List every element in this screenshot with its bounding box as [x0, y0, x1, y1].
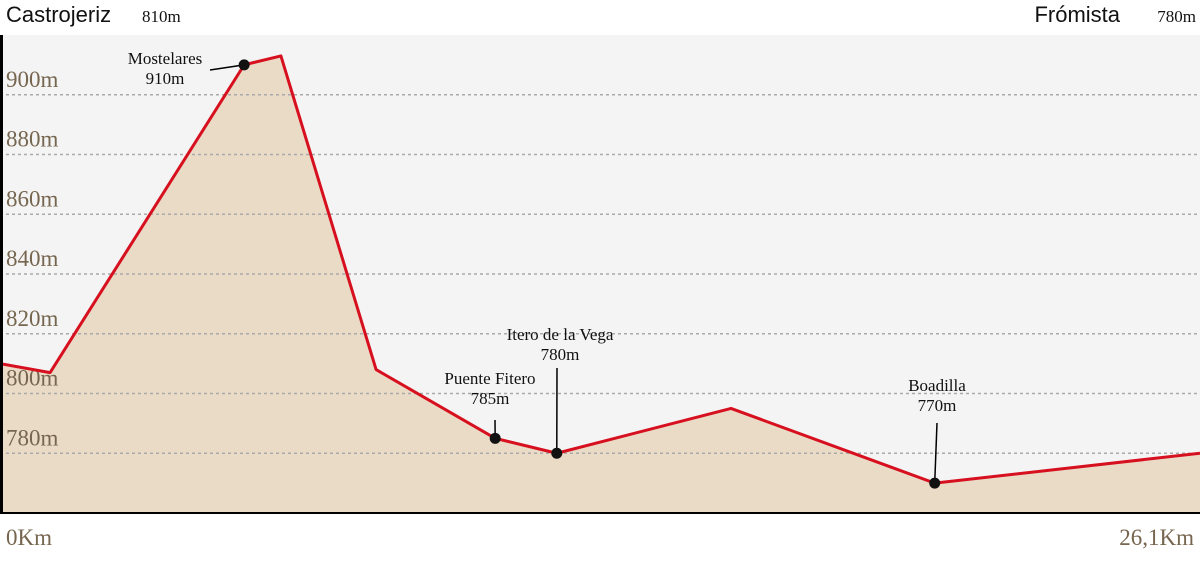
- waypoint: [238, 59, 250, 71]
- x-tick-label: 0Km: [6, 525, 52, 550]
- leader-line: [933, 422, 938, 484]
- waypoint: [551, 447, 563, 459]
- waypoint-name: Puente Fitero: [444, 369, 535, 388]
- elevation-line: [0, 54, 1200, 485]
- start-elevation: 810m: [142, 7, 181, 26]
- waypoint-name: Boadilla: [908, 376, 966, 395]
- leader-line: [209, 64, 245, 71]
- area-fill: [0, 55, 1200, 513]
- y-tick-label: 820m: [6, 306, 59, 331]
- waypoint-name: Itero de la Vega: [507, 325, 614, 344]
- y-tick-label: 880m: [6, 127, 59, 152]
- start-name: Castrojeriz: [6, 2, 111, 27]
- y-tick-label: 860m: [6, 186, 59, 211]
- waypoint-elevation: 770m: [918, 396, 957, 415]
- y-tick-label: 840m: [6, 246, 59, 271]
- waypoint-name: Mostelares: [128, 49, 203, 68]
- end-elevation: 780m: [1157, 7, 1196, 26]
- waypoint-elevation: 785m: [471, 389, 510, 408]
- x-tick-label: 26,1Km: [1119, 525, 1194, 550]
- end-name: Frómista: [1034, 2, 1120, 27]
- waypoint: [489, 432, 501, 444]
- waypoint-elevation: 910m: [146, 69, 185, 88]
- waypoint: [929, 477, 941, 489]
- y-tick-label: 780m: [6, 425, 59, 450]
- y-tick-label: 900m: [6, 67, 59, 92]
- waypoint-elevation: 780m: [541, 345, 580, 364]
